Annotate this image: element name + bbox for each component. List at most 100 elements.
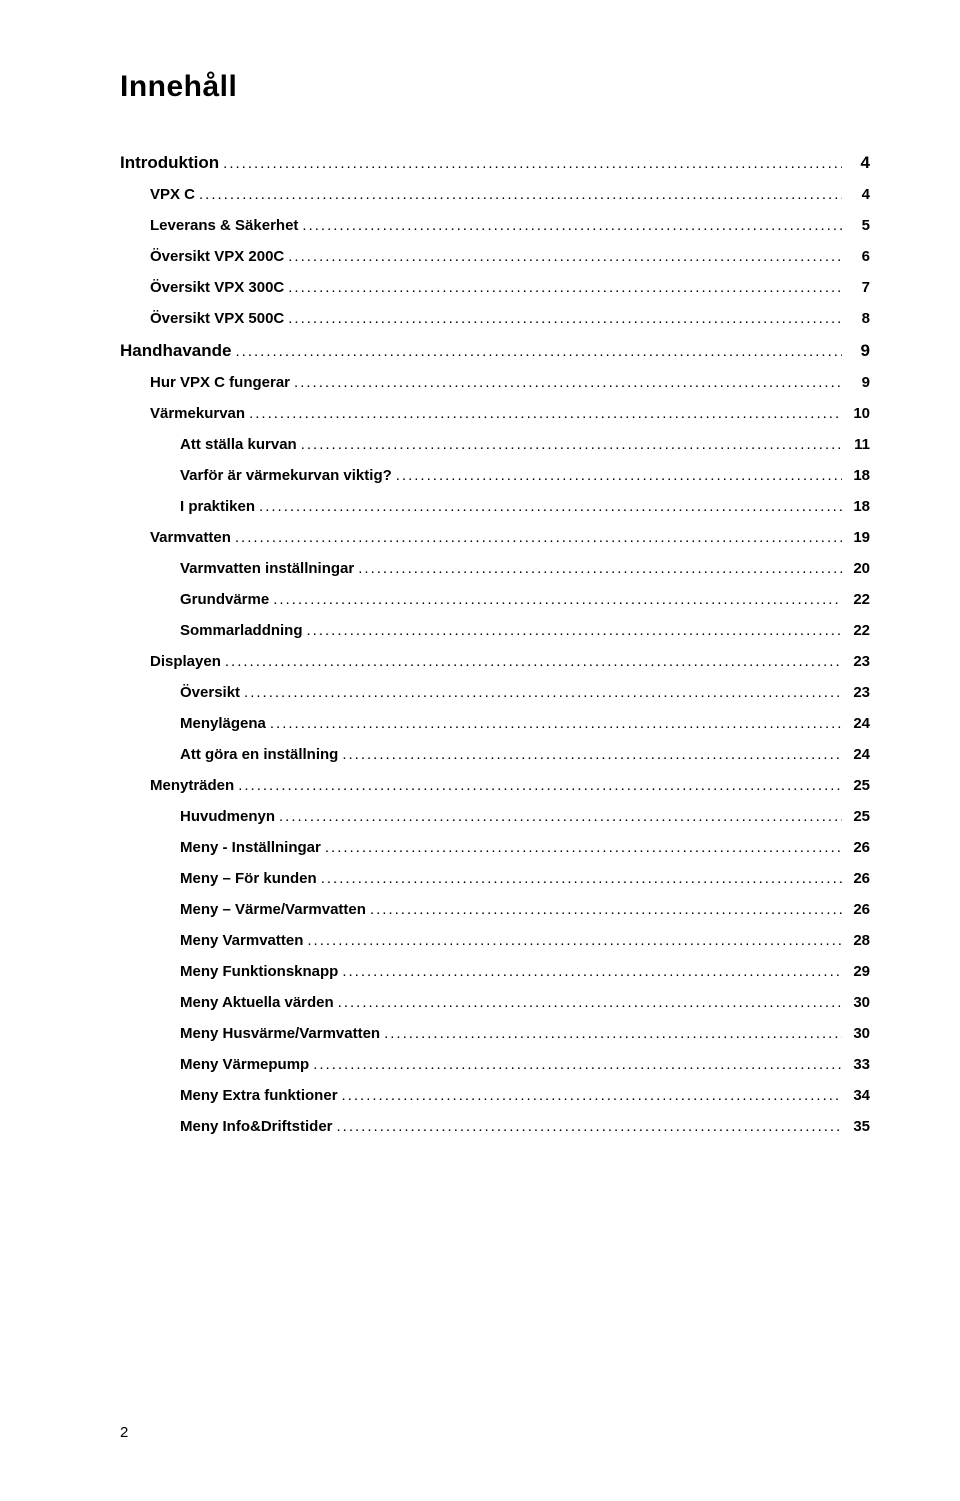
toc-row: Meny Funktionsknapp 29 <box>120 964 870 979</box>
toc-row: Meny Värmepump33 <box>120 1057 870 1072</box>
toc-leader <box>337 1119 842 1134</box>
toc-leader <box>313 1057 842 1072</box>
toc-row: Värmekurvan10 <box>120 406 870 421</box>
toc-leader <box>249 406 842 421</box>
toc-label: Huvudmenyn <box>180 809 275 824</box>
toc-label: Handhavande <box>120 342 231 359</box>
toc-leader <box>294 375 842 390</box>
toc-leader <box>370 902 842 917</box>
toc-leader <box>338 995 842 1010</box>
toc-row: Leverans & Säkerhet 5 <box>120 218 870 233</box>
toc-leader <box>342 964 842 979</box>
toc-row: Översikt VPX 300C 7 <box>120 280 870 295</box>
toc-page: 8 <box>846 311 870 326</box>
toc-leader <box>244 685 842 700</box>
toc-page: 28 <box>846 933 870 948</box>
toc-page: 11 <box>846 437 870 452</box>
toc-label: Displayen <box>150 654 221 669</box>
toc-label: Meny – Värme/Varmvatten <box>180 902 366 917</box>
toc-row: Varmvatten inställningar 20 <box>120 561 870 576</box>
toc-leader <box>235 530 842 545</box>
toc-row: Meny Husvärme/Varmvatten30 <box>120 1026 870 1041</box>
toc-row: Hur VPX C fungerar9 <box>120 375 870 390</box>
toc-label: Grundvärme <box>180 592 269 607</box>
toc-label: Meny Aktuella värden <box>180 995 334 1010</box>
toc-leader <box>199 187 842 202</box>
toc-leader <box>223 156 842 171</box>
toc-label: Att ställa kurvan <box>180 437 297 452</box>
toc-row: Varför är värmekurvan viktig?18 <box>120 468 870 483</box>
toc-page: 25 <box>846 778 870 793</box>
toc-leader <box>288 311 842 326</box>
toc-row: Att göra en inställning 24 <box>120 747 870 762</box>
toc-label: Menyträden <box>150 778 234 793</box>
toc-label: Meny - Inställningar <box>180 840 321 855</box>
toc-leader <box>288 249 842 264</box>
toc-leader <box>321 871 842 886</box>
toc-label: Översikt <box>180 685 240 700</box>
toc-leader <box>259 499 842 514</box>
toc-leader <box>342 1088 842 1103</box>
toc-page: 4 <box>846 154 870 171</box>
toc-label: Varmvatten inställningar <box>180 561 354 576</box>
toc-label: Meny – För kunden <box>180 871 317 886</box>
toc-row: Varmvatten19 <box>120 530 870 545</box>
toc-label: Menylägena <box>180 716 266 731</box>
toc-row: Meny Aktuella värden 30 <box>120 995 870 1010</box>
toc-row: Meny Varmvatten28 <box>120 933 870 948</box>
toc-page: 19 <box>846 530 870 545</box>
toc-row: Meny – Värme/Varmvatten 26 <box>120 902 870 917</box>
toc-leader <box>270 716 842 731</box>
page-title: Innehåll <box>120 70 870 104</box>
toc-label: Meny Funktionsknapp <box>180 964 338 979</box>
toc-leader <box>279 809 842 824</box>
toc-page: 30 <box>846 995 870 1010</box>
toc-leader <box>325 840 842 855</box>
toc-row: Meny Info&Driftstider35 <box>120 1119 870 1134</box>
toc-page: 5 <box>846 218 870 233</box>
toc-page: 29 <box>846 964 870 979</box>
toc-label: Att göra en inställning <box>180 747 338 762</box>
toc-leader <box>273 592 842 607</box>
toc-page: 22 <box>846 623 870 638</box>
toc-page: 30 <box>846 1026 870 1041</box>
toc-leader <box>358 561 842 576</box>
toc-page: 6 <box>846 249 870 264</box>
toc-page: 7 <box>846 280 870 295</box>
toc-row: Menylägena24 <box>120 716 870 731</box>
toc-row: Introduktion4 <box>120 154 870 171</box>
toc-page: 26 <box>846 902 870 917</box>
toc-row: VPX C4 <box>120 187 870 202</box>
toc-page: 18 <box>846 499 870 514</box>
toc-leader <box>342 747 842 762</box>
toc-leader <box>235 344 842 359</box>
toc-row: Översikt VPX 200C 6 <box>120 249 870 264</box>
toc-page: 9 <box>846 375 870 390</box>
toc-leader <box>302 218 842 233</box>
toc-label: Värmekurvan <box>150 406 245 421</box>
toc-label: Meny Info&Driftstider <box>180 1119 333 1134</box>
toc-row: Displayen23 <box>120 654 870 669</box>
toc-page: 4 <box>846 187 870 202</box>
toc-leader <box>301 437 842 452</box>
toc-page: 24 <box>846 747 870 762</box>
toc-row: Att ställa kurvan 11 <box>120 437 870 452</box>
toc-row: Huvudmenyn 25 <box>120 809 870 824</box>
toc-page: 20 <box>846 561 870 576</box>
toc-row: Handhavande9 <box>120 342 870 359</box>
toc-leader <box>238 778 842 793</box>
toc-row: Grundvärme22 <box>120 592 870 607</box>
toc-page: 25 <box>846 809 870 824</box>
toc-leader <box>396 468 842 483</box>
toc-page: 18 <box>846 468 870 483</box>
toc-label: Översikt VPX 300C <box>150 280 284 295</box>
page-number: 2 <box>120 1424 128 1441</box>
toc-leader <box>307 933 842 948</box>
toc-label: Sommarladdning <box>180 623 303 638</box>
toc-label: I praktiken <box>180 499 255 514</box>
toc-label: Leverans & Säkerhet <box>150 218 298 233</box>
toc-label: Översikt VPX 200C <box>150 249 284 264</box>
toc-row: Översikt VPX 500C8 <box>120 311 870 326</box>
toc-leader <box>288 280 842 295</box>
toc-row: Översikt23 <box>120 685 870 700</box>
